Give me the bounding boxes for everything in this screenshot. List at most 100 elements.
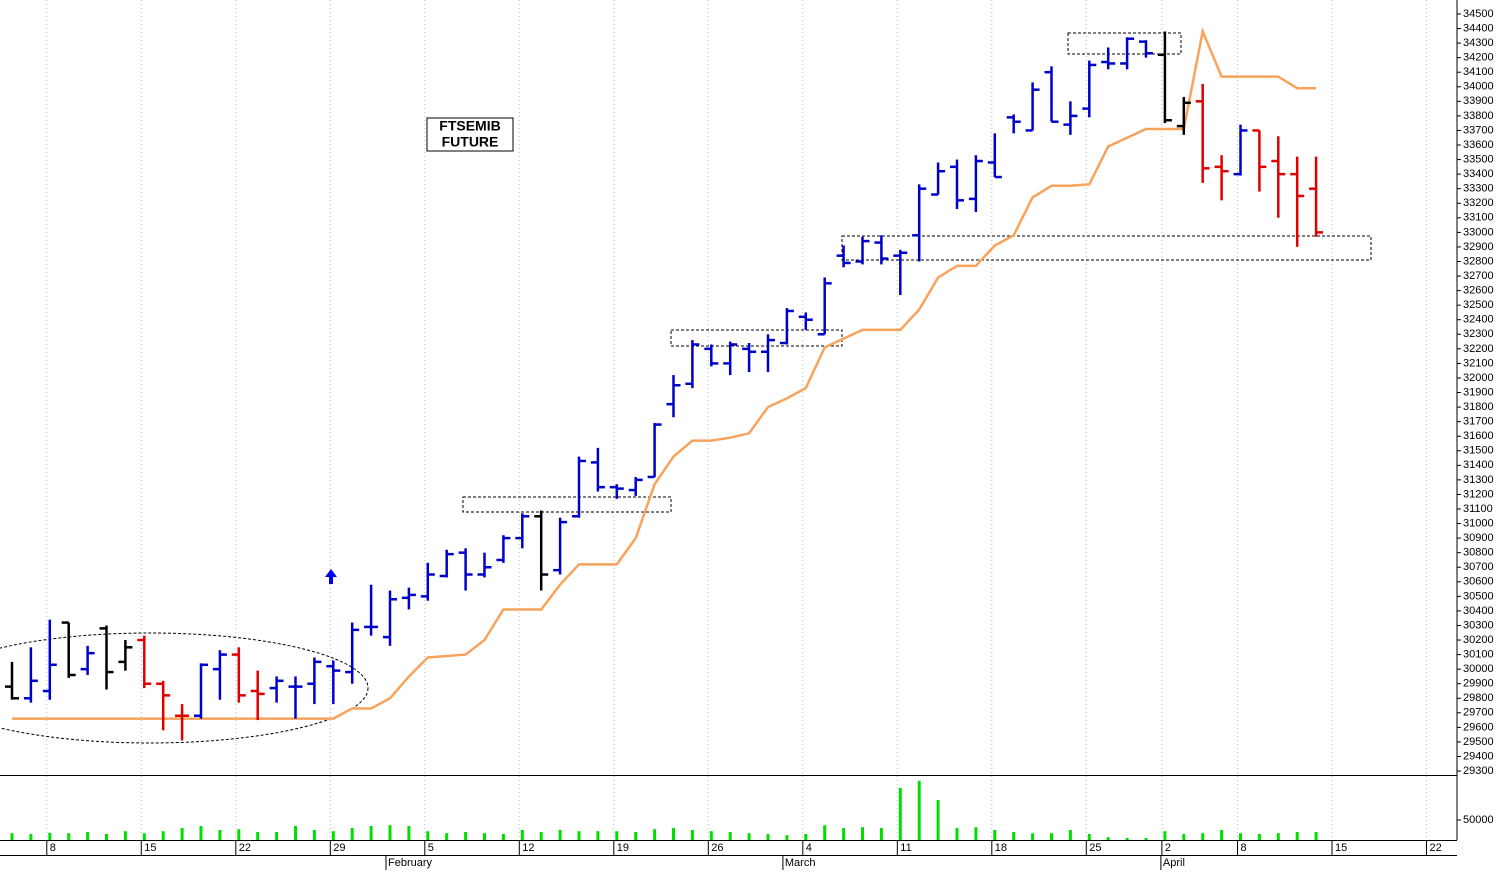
y-tick-label: 32000 xyxy=(1463,372,1494,384)
volume-bar xyxy=(955,828,959,840)
x-tick-label: 19 xyxy=(617,842,629,854)
volume-bar xyxy=(142,833,146,840)
y-tick-label: 34100 xyxy=(1463,66,1494,78)
annotation-box xyxy=(462,496,672,513)
y-tick-label: 30100 xyxy=(1463,648,1494,660)
volume-bar xyxy=(558,830,562,840)
volume-bar xyxy=(1239,833,1242,840)
x-tick-label: 8 xyxy=(1241,842,1247,854)
volume-bar xyxy=(180,828,184,840)
volume-bar xyxy=(1276,833,1280,840)
y-tick-label: 33800 xyxy=(1463,110,1494,122)
volume-bar xyxy=(615,831,619,840)
x-tick-label: 18 xyxy=(995,842,1007,854)
volume-bar xyxy=(672,828,675,840)
volume-bar xyxy=(728,832,732,840)
volume-bar xyxy=(596,831,600,840)
y-tick-label: 31800 xyxy=(1463,401,1494,413)
volume-bar xyxy=(331,831,335,840)
y-tick-label: 33100 xyxy=(1463,212,1494,224)
volume-bar xyxy=(1295,832,1299,840)
y-tick-label: 31000 xyxy=(1463,517,1494,529)
volume-bar xyxy=(785,835,789,840)
x-tick-label: 5 xyxy=(428,842,434,854)
volume-bar xyxy=(936,800,940,840)
x-tick-label: 12 xyxy=(522,842,534,854)
trend-line xyxy=(12,27,1317,720)
y-tick-label: 29600 xyxy=(1463,721,1494,733)
y-tick-label: 32700 xyxy=(1463,270,1494,282)
volume-bar xyxy=(879,828,883,840)
y-tick-label: 31200 xyxy=(1463,488,1494,500)
y-tick-label: 30900 xyxy=(1463,532,1494,544)
volume-bar xyxy=(10,833,14,840)
y-tick-label: 33900 xyxy=(1463,95,1494,107)
x-tick-label: 22 xyxy=(239,842,251,854)
volume-bar xyxy=(275,832,279,840)
volume-bar xyxy=(445,833,449,840)
y-tick-label: 30000 xyxy=(1463,663,1494,675)
y-tick-label: 34000 xyxy=(1463,81,1494,93)
volume-bar xyxy=(199,826,203,840)
volume-bar xyxy=(464,832,468,840)
x-tick-label: 15 xyxy=(1335,842,1347,854)
volume-bar xyxy=(1163,831,1167,840)
y-tick-label: 31400 xyxy=(1463,459,1494,471)
volume-bar xyxy=(1201,833,1205,840)
y-tick-label: 29700 xyxy=(1463,707,1494,719)
volume-bar xyxy=(993,830,997,840)
y-tick-label: 29800 xyxy=(1463,692,1494,704)
volume-bar xyxy=(256,832,260,840)
month-label: April xyxy=(1163,857,1185,869)
volume-bar xyxy=(86,832,90,840)
title-box xyxy=(426,117,514,152)
y-tick-label: 33500 xyxy=(1463,153,1494,165)
volume-bar xyxy=(407,826,411,840)
volume-bar xyxy=(1050,833,1053,840)
volume-bar xyxy=(766,834,770,840)
volume-bar xyxy=(67,833,71,840)
y-tick-label: 32500 xyxy=(1463,299,1494,311)
y-tick-label: 30200 xyxy=(1463,634,1494,646)
volume-bar xyxy=(898,788,902,840)
volume-bar xyxy=(1314,832,1318,840)
y-tick-label: 33300 xyxy=(1463,183,1494,195)
month-label: February xyxy=(388,857,433,869)
y-tick-label: 30400 xyxy=(1463,605,1494,617)
volume-bar xyxy=(1125,838,1129,840)
month-label: March xyxy=(785,857,816,869)
volume-bar xyxy=(823,825,827,840)
volume-bar xyxy=(483,833,486,840)
volume-bar xyxy=(218,830,222,840)
arrow-up xyxy=(325,569,337,584)
volume-bar xyxy=(123,831,127,840)
volume-bar xyxy=(520,830,524,840)
y-tick-label: 29500 xyxy=(1463,736,1494,748)
y-tick-label: 33400 xyxy=(1463,168,1494,180)
x-tick-label: 8 xyxy=(50,842,56,854)
x-tick-label: 15 xyxy=(144,842,156,854)
volume-bar xyxy=(539,832,543,840)
x-tick-label: 2 xyxy=(1165,842,1171,854)
y-tick-label: 33600 xyxy=(1463,139,1494,151)
volume-bar xyxy=(974,827,978,840)
volume-bar xyxy=(709,831,713,840)
y-tick-label: 32400 xyxy=(1463,314,1494,326)
chart-title: FUTURE xyxy=(442,134,499,150)
volume-bar xyxy=(161,831,165,840)
volume-bar xyxy=(501,834,505,840)
volume-bar xyxy=(294,826,297,840)
volume-bar xyxy=(577,831,581,840)
y-tick-label: 33700 xyxy=(1463,124,1494,136)
volume-bar xyxy=(690,830,694,840)
volume-bar xyxy=(1220,830,1224,840)
volume-bar xyxy=(1144,838,1148,840)
y-tick-label: 31300 xyxy=(1463,474,1494,486)
grid xyxy=(46,0,1427,840)
volume-bar xyxy=(1106,837,1110,840)
y-tick-label: 34200 xyxy=(1463,52,1494,64)
volume-bar xyxy=(917,780,921,840)
plot xyxy=(5,27,1324,840)
